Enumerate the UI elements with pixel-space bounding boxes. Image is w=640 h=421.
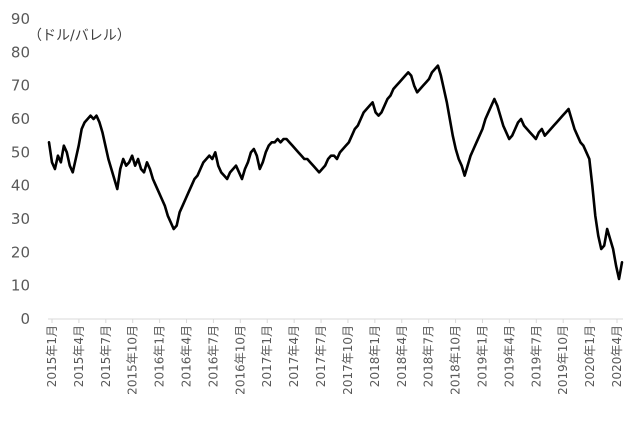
y-tick-label: 60 <box>11 110 30 128</box>
x-tick-label: 2019年1月 <box>475 325 489 387</box>
x-tick-label: 2019年7月 <box>529 325 543 387</box>
x-tick-label: 2018年10月 <box>449 325 463 395</box>
x-tick-label: 2017年1月 <box>260 325 274 387</box>
y-tick-label: 0 <box>20 310 30 328</box>
x-tick-label: 2019年4月 <box>502 325 516 387</box>
x-tick-label: 2016年7月 <box>206 325 220 387</box>
x-tick-label: 2017年4月 <box>287 325 301 387</box>
x-tick-label: 2020年4月 <box>610 325 624 387</box>
x-tick-label: 2020年1月 <box>583 325 597 387</box>
x-tick-label: 2015年7月 <box>99 325 113 387</box>
x-tick-label: 2018年7月 <box>422 325 436 387</box>
x-tick-label: 2017年7月 <box>314 325 328 387</box>
x-tick-label: 2015年1月 <box>45 325 59 387</box>
price-series-line <box>47 64 624 281</box>
y-tick-label: 20 <box>11 243 30 261</box>
x-tick-label: 2018年4月 <box>395 325 409 387</box>
y-tick-label: 80 <box>11 43 30 61</box>
x-tick-label: 2015年4月 <box>72 325 86 387</box>
y-tick-label: 90 <box>11 10 30 28</box>
y-tick-label: 10 <box>11 277 30 295</box>
y-axis-unit-label: （ドル/バレル） <box>28 28 131 44</box>
x-tick-label: 2016年4月 <box>180 325 194 387</box>
x-tick-label: 2016年10月 <box>233 325 247 395</box>
x-axis-ticks: 2015年1月 2015年4月 2015年7月 2015年10月 2016年1月 2016… <box>45 319 624 395</box>
x-tick-label: 2018年1月 <box>368 325 382 387</box>
y-tick-label: 40 <box>11 177 30 195</box>
x-tick-label: 2017年10月 <box>341 325 355 395</box>
x-tick-label: 2019年10月 <box>556 325 570 395</box>
x-tick-label: 2016年1月 <box>153 325 167 387</box>
y-tick-label: 30 <box>11 210 30 228</box>
y-axis-ticks: 0 10 20 30 40 50 60 70 80 90 <box>11 10 30 328</box>
y-tick-label: 50 <box>11 143 30 161</box>
y-tick-label: 70 <box>11 77 30 95</box>
x-tick-label: 2015年10月 <box>126 325 140 395</box>
